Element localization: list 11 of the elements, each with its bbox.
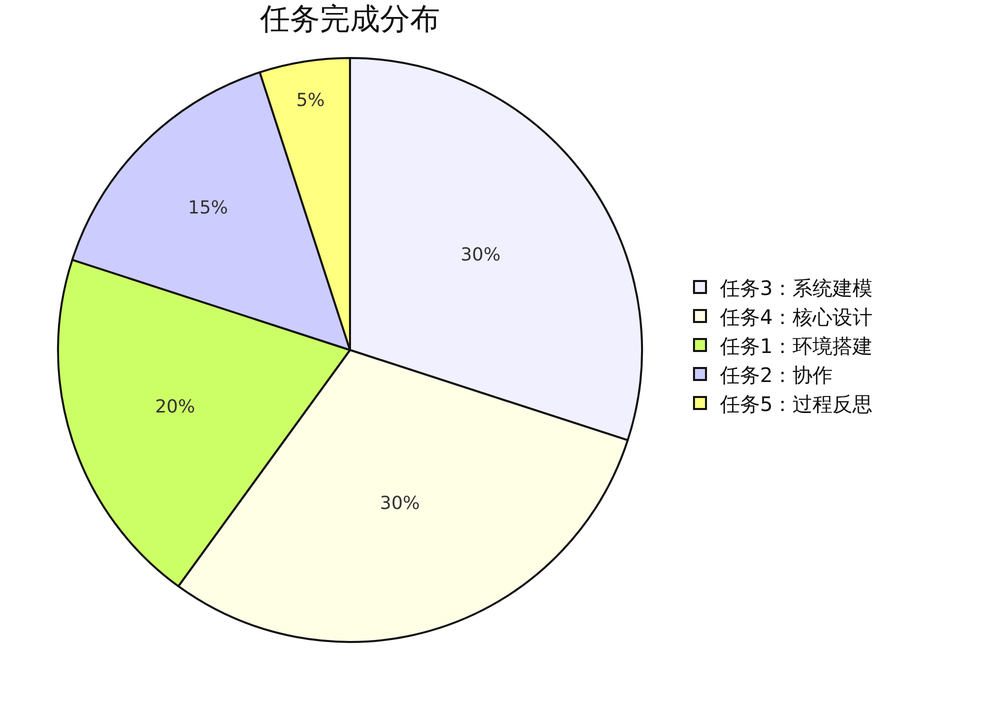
legend-label: 任务3：系统建模 [719, 276, 873, 300]
data-label: 30% [380, 493, 420, 514]
legend-label: 任务4：核心设计 [719, 304, 873, 329]
chart-title: 任务完成分布 [259, 2, 440, 37]
data-label: 20% [155, 396, 196, 418]
data-label: 15% [188, 197, 228, 218]
legend-label: 任务2：协作 [719, 362, 833, 387]
data-label: 30% [460, 244, 501, 266]
legend-label: 任务5：过程反思 [719, 392, 873, 416]
legend-label: 任务1：环境搭建 [719, 334, 873, 358]
data-label: 5% [296, 90, 325, 112]
